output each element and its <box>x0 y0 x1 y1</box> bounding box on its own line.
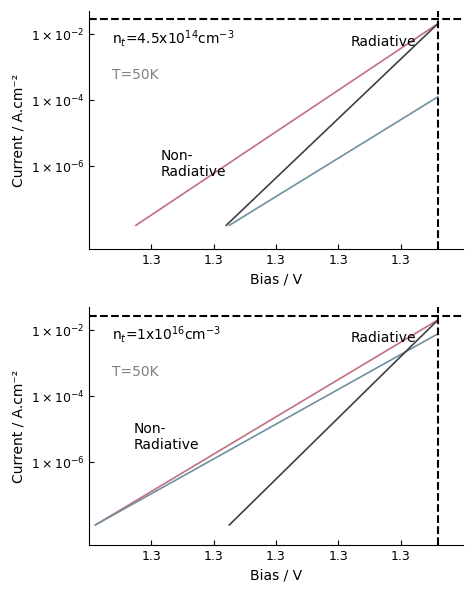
Y-axis label: Current / A.cm⁻²: Current / A.cm⁻² <box>11 74 25 187</box>
Text: T=50K: T=50K <box>111 68 158 82</box>
Text: n$_t$=1x10$^{16}$cm$^{-3}$: n$_t$=1x10$^{16}$cm$^{-3}$ <box>111 324 221 345</box>
Y-axis label: Current / A.cm⁻²: Current / A.cm⁻² <box>11 370 25 483</box>
Text: Radiative: Radiative <box>351 331 416 345</box>
Text: n$_t$=4.5x10$^{14}$cm$^{-3}$: n$_t$=4.5x10$^{14}$cm$^{-3}$ <box>111 28 234 49</box>
Text: Non-
Radiative: Non- Radiative <box>160 149 226 179</box>
Text: Radiative: Radiative <box>351 35 416 49</box>
Text: Non-
Radiative: Non- Radiative <box>134 422 200 452</box>
X-axis label: Bias / V: Bias / V <box>250 569 302 583</box>
Text: T=50K: T=50K <box>111 365 158 378</box>
X-axis label: Bias / V: Bias / V <box>250 273 302 286</box>
